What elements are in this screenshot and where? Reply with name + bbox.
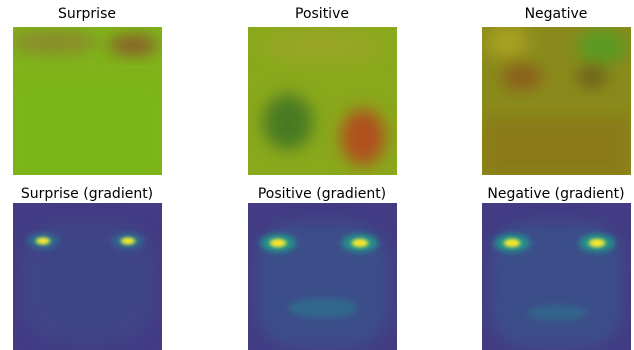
- panel-title: Negative: [525, 6, 588, 22]
- figure: Surprise Positive Negative Surprise (gra…: [0, 0, 634, 350]
- page: Surprise Positive Negative Surprise (gra…: [0, 0, 634, 350]
- image: [482, 203, 631, 350]
- image: [248, 203, 397, 350]
- panel-title: Surprise: [58, 6, 116, 22]
- image: [248, 27, 397, 175]
- panel-title: Positive (gradient): [258, 186, 386, 202]
- panel-title: Surprise (gradient): [21, 186, 153, 202]
- image: [8, 27, 162, 177]
- image: [13, 203, 162, 350]
- panel-title: Positive: [295, 6, 349, 22]
- panel-title: Negative (gradient): [487, 186, 624, 202]
- image: [482, 26, 631, 177]
